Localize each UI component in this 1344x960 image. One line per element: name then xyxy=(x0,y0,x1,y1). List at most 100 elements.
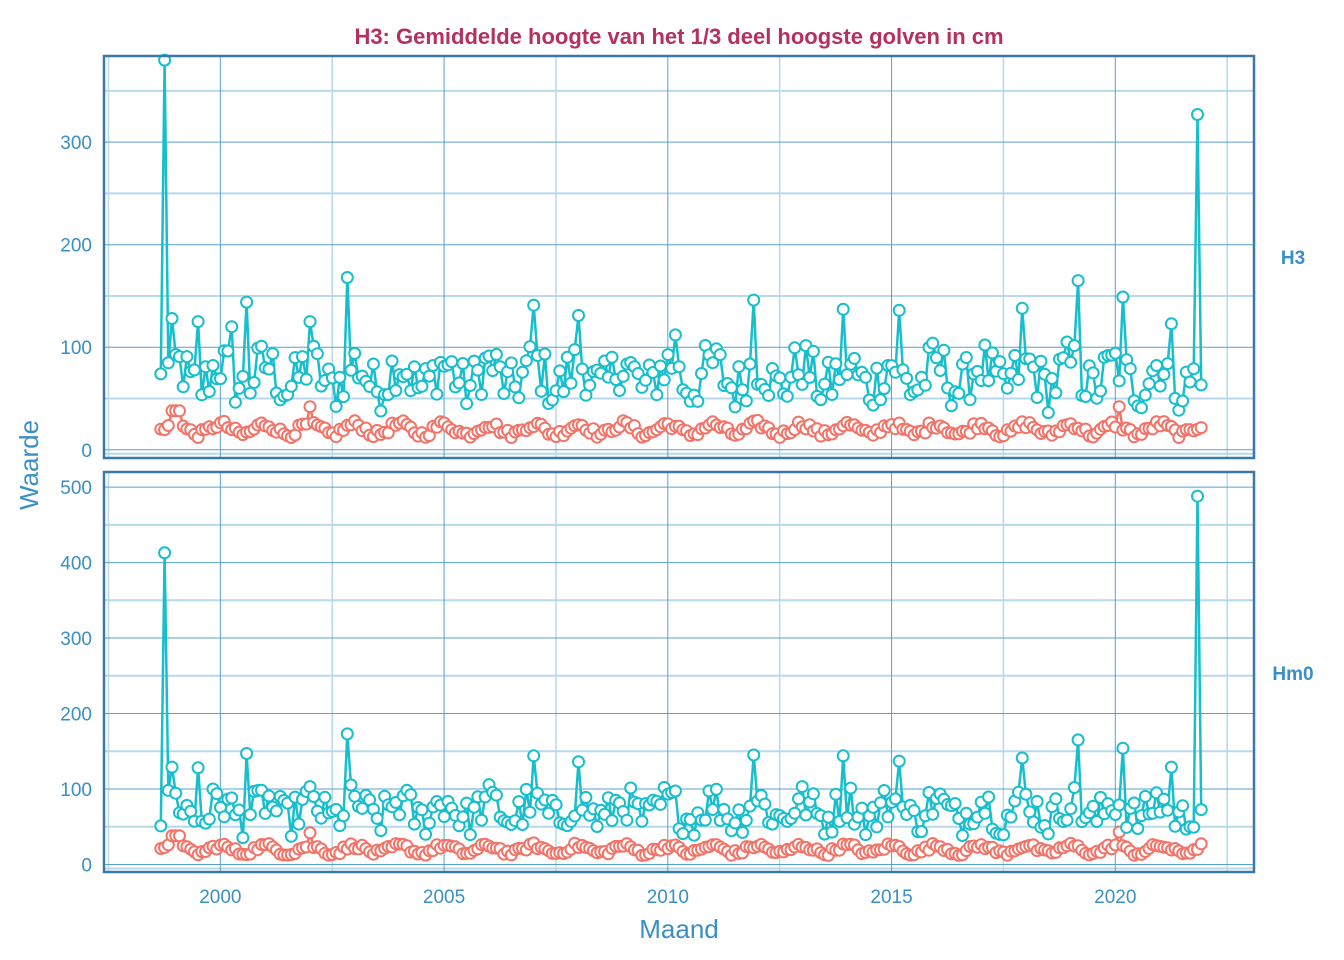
data-point xyxy=(821,810,835,824)
data-point xyxy=(635,814,649,828)
data-point xyxy=(825,825,839,839)
data-point xyxy=(844,781,858,795)
data-point xyxy=(1030,794,1044,808)
data-point xyxy=(1161,803,1175,817)
y-tick-label: 0 xyxy=(81,441,92,462)
data-point xyxy=(859,370,873,384)
data-point xyxy=(564,376,578,390)
data-point xyxy=(780,389,794,403)
data-point xyxy=(445,355,459,369)
data-point xyxy=(695,367,708,380)
data-point xyxy=(672,360,686,374)
data-point xyxy=(732,803,746,817)
data-point xyxy=(859,828,873,842)
data-point xyxy=(590,820,604,833)
data-point xyxy=(370,811,384,825)
data-point xyxy=(340,271,354,284)
y-tick-label: 200 xyxy=(60,705,92,726)
data-point xyxy=(1116,741,1130,755)
data-point xyxy=(1015,751,1029,765)
data-point xyxy=(523,340,537,354)
data-point xyxy=(616,369,630,383)
data-point xyxy=(583,378,597,392)
chart-title: H3: Gemiddelde hoogte van het 1/3 deel h… xyxy=(354,24,1003,49)
data-point xyxy=(870,820,884,834)
data-point xyxy=(874,796,887,810)
data-point xyxy=(344,363,358,377)
data-point xyxy=(519,782,533,796)
data-point xyxy=(176,380,190,394)
data-point xyxy=(709,782,723,796)
data-point xyxy=(296,350,309,364)
max-series-line xyxy=(159,496,1203,839)
panel-h3: 0 100 200 300 xyxy=(60,53,1256,462)
data-point xyxy=(191,315,205,329)
data-point xyxy=(452,376,466,390)
data-point xyxy=(877,382,891,396)
data-point xyxy=(284,829,298,843)
data-point xyxy=(374,824,388,838)
data-point xyxy=(210,787,224,801)
data-point xyxy=(1049,386,1063,400)
data-point xyxy=(303,826,317,840)
data-point xyxy=(877,784,891,797)
data-point xyxy=(497,387,511,400)
data-point xyxy=(422,816,436,830)
data-point xyxy=(959,351,973,364)
data-point xyxy=(605,350,619,364)
data-point xyxy=(292,817,306,831)
data-point xyxy=(724,381,738,395)
data-point xyxy=(687,828,701,842)
data-point xyxy=(202,812,216,826)
data-point xyxy=(154,367,168,381)
data-point xyxy=(736,383,749,397)
data-point xyxy=(337,809,350,823)
data-point xyxy=(926,807,940,821)
data-point xyxy=(739,813,753,827)
data-point xyxy=(1090,815,1104,828)
data-point xyxy=(456,357,470,370)
x-tick-label: 2005 xyxy=(423,887,465,908)
data-point xyxy=(217,810,231,824)
panel-frame xyxy=(102,54,1256,460)
data-point xyxy=(956,829,969,842)
data-point xyxy=(575,362,589,376)
data-point xyxy=(572,755,585,769)
y-tick-label: 0 xyxy=(81,855,92,876)
data-point xyxy=(1064,355,1078,369)
data-point xyxy=(206,359,220,372)
data-point xyxy=(236,369,250,383)
data-point xyxy=(915,825,928,838)
data-point xyxy=(337,390,350,404)
data-point xyxy=(1131,822,1145,835)
data-point xyxy=(568,343,582,357)
data-point xyxy=(158,53,172,67)
data-point xyxy=(415,379,429,393)
data-point xyxy=(982,790,996,804)
data-point xyxy=(1079,390,1093,403)
data-point xyxy=(1008,348,1022,362)
data-point xyxy=(818,377,832,391)
data-point xyxy=(508,380,522,394)
data-point xyxy=(847,351,861,365)
data-point xyxy=(650,388,664,402)
data-point xyxy=(240,295,254,309)
data-point xyxy=(158,546,172,560)
data-point xyxy=(900,371,914,385)
data-point xyxy=(829,357,843,371)
data-point xyxy=(836,302,850,316)
data-point xyxy=(400,367,414,381)
data-point xyxy=(978,806,992,820)
data-point xyxy=(736,825,749,839)
y-tick-label: 500 xyxy=(60,478,92,499)
data-point xyxy=(840,368,854,382)
data-point xyxy=(1015,301,1029,315)
data-point xyxy=(303,400,317,414)
data-point xyxy=(542,806,556,820)
panel-frame xyxy=(102,470,1256,874)
data-point xyxy=(228,395,242,409)
data-point xyxy=(385,354,399,368)
data-point xyxy=(310,347,324,361)
data-point xyxy=(512,795,526,809)
